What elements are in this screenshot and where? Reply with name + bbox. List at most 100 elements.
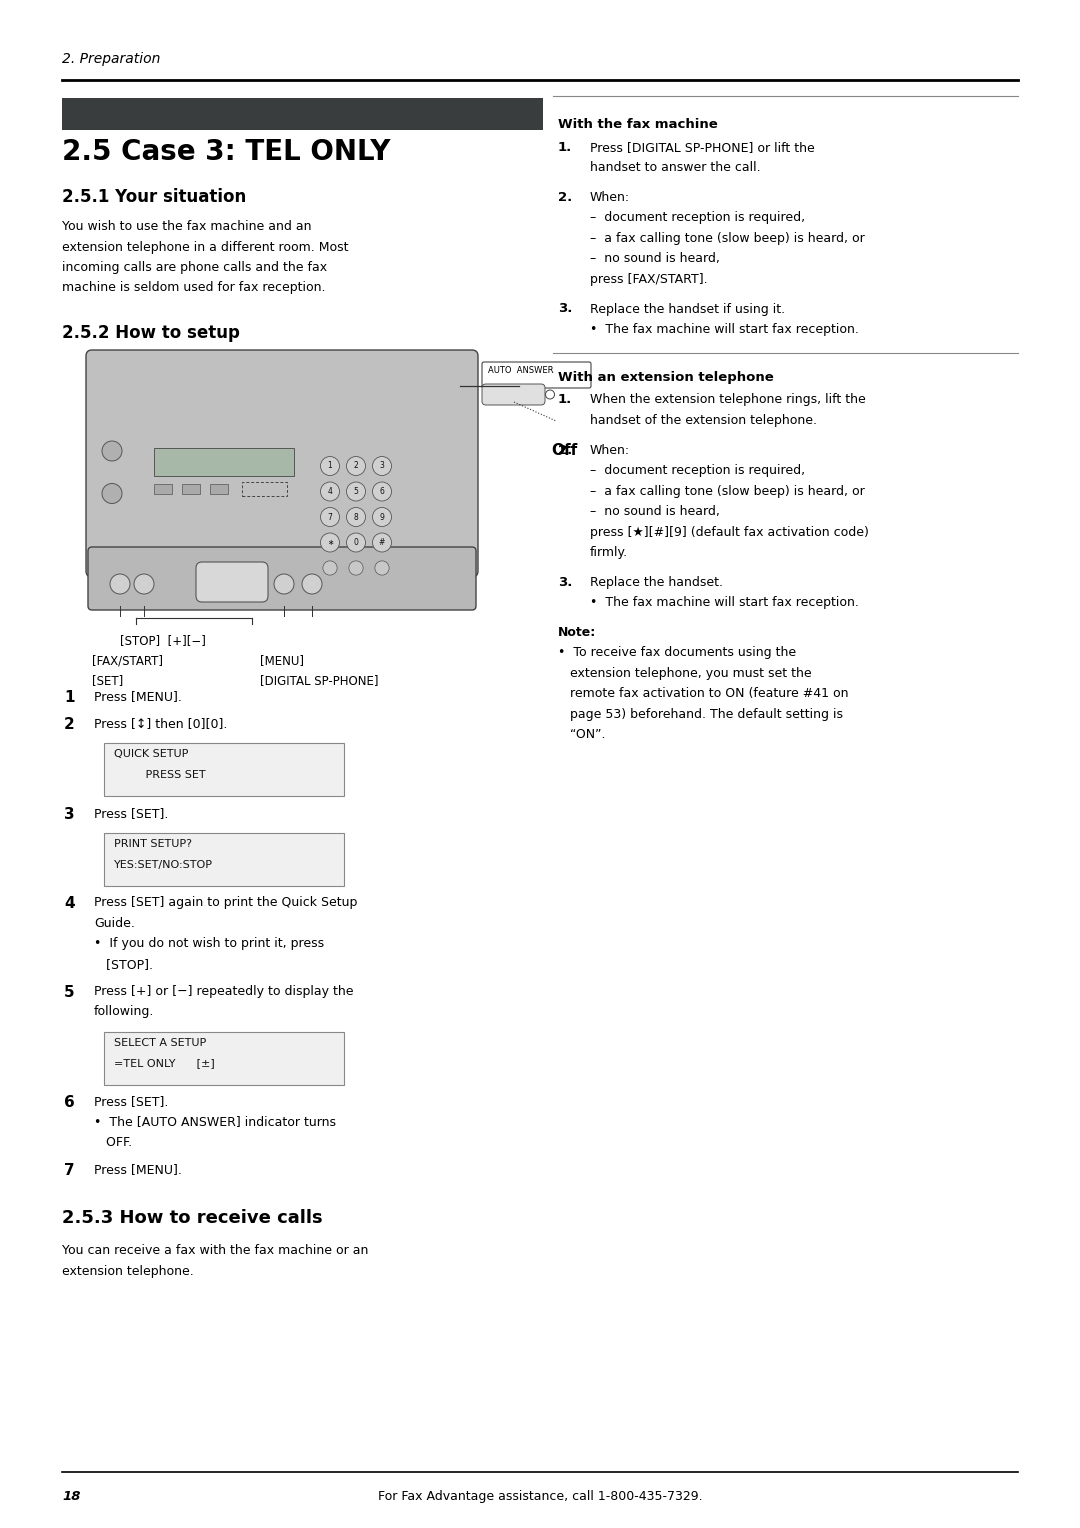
Text: #: # — [379, 538, 386, 547]
Text: machine is seldom used for fax reception.: machine is seldom used for fax reception… — [62, 281, 325, 295]
Text: 1: 1 — [327, 461, 333, 471]
Text: 2.5 Case 3: TEL ONLY: 2.5 Case 3: TEL ONLY — [62, 138, 391, 167]
Text: 2.5.3 How to receive calls: 2.5.3 How to receive calls — [62, 1209, 323, 1227]
Circle shape — [347, 457, 365, 475]
Text: extension telephone.: extension telephone. — [62, 1265, 193, 1277]
Bar — [104, 1031, 345, 1085]
Circle shape — [110, 575, 130, 594]
Circle shape — [102, 483, 122, 504]
Text: ∗: ∗ — [327, 538, 334, 547]
Text: When:: When: — [590, 443, 630, 457]
Text: Press [SET].: Press [SET]. — [94, 1096, 168, 1108]
Text: You wish to use the fax machine and an: You wish to use the fax machine and an — [62, 220, 311, 232]
Text: When the extension telephone rings, lift the: When the extension telephone rings, lift… — [590, 393, 866, 406]
Text: 18: 18 — [62, 1490, 81, 1504]
Circle shape — [321, 481, 339, 501]
Text: Press [MENU].: Press [MENU]. — [94, 691, 181, 703]
Bar — [242, 481, 287, 497]
Text: press [FAX/START].: press [FAX/START]. — [590, 274, 707, 286]
Text: 5: 5 — [64, 984, 75, 999]
Text: –  a fax calling tone (slow beep) is heard, or: – a fax calling tone (slow beep) is hear… — [590, 232, 865, 244]
Circle shape — [321, 507, 339, 527]
Text: PRINT SETUP?: PRINT SETUP? — [114, 839, 192, 850]
Text: firmly.: firmly. — [590, 545, 629, 559]
Text: 9: 9 — [379, 512, 384, 521]
Text: •  The fax machine will start fax reception.: • The fax machine will start fax recepti… — [590, 322, 859, 336]
Text: handset of the extension telephone.: handset of the extension telephone. — [590, 414, 816, 426]
Circle shape — [274, 575, 294, 594]
Text: •  The fax machine will start fax reception.: • The fax machine will start fax recepti… — [590, 596, 859, 610]
Text: 2. Preparation: 2. Preparation — [62, 52, 160, 66]
Bar — [104, 833, 345, 886]
Circle shape — [321, 533, 339, 552]
FancyBboxPatch shape — [86, 350, 478, 578]
Text: [DIGITAL SP-PHONE]: [DIGITAL SP-PHONE] — [260, 674, 378, 688]
Circle shape — [321, 457, 339, 475]
FancyBboxPatch shape — [482, 384, 545, 405]
Text: For Fax Advantage assistance, call 1-800-435-7329.: For Fax Advantage assistance, call 1-800… — [378, 1490, 702, 1504]
Text: PRESS SET: PRESS SET — [114, 770, 205, 779]
Circle shape — [347, 533, 365, 552]
Text: –  document reception is required,: – document reception is required, — [590, 465, 805, 477]
Text: 2.5.2 How to setup: 2.5.2 How to setup — [62, 324, 240, 342]
Text: press [★][#][9] (default fax activation code): press [★][#][9] (default fax activation … — [590, 526, 869, 538]
Text: [FAX/START]: [FAX/START] — [92, 654, 163, 668]
Text: 2: 2 — [64, 717, 75, 732]
Text: 2: 2 — [353, 461, 359, 471]
Text: 3.: 3. — [558, 576, 572, 588]
Text: Press [SET] again to print the Quick Setup: Press [SET] again to print the Quick Set… — [94, 897, 357, 909]
Circle shape — [302, 575, 322, 594]
Bar — [183, 484, 200, 494]
Text: SELECT A SETUP: SELECT A SETUP — [114, 1038, 206, 1048]
Text: extension telephone in a different room. Most: extension telephone in a different room.… — [62, 240, 349, 254]
Text: Replace the handset.: Replace the handset. — [590, 576, 723, 588]
Text: =TEL ONLY      [±]: =TEL ONLY [±] — [114, 1059, 215, 1068]
Text: Note:: Note: — [558, 626, 596, 639]
Text: 3.: 3. — [558, 303, 572, 315]
Text: 3: 3 — [379, 461, 384, 471]
Circle shape — [373, 481, 391, 501]
Text: AUTO  ANSWER: AUTO ANSWER — [488, 367, 554, 374]
Circle shape — [373, 533, 391, 552]
Bar — [154, 448, 294, 477]
Text: •  If you do not wish to print it, press: • If you do not wish to print it, press — [94, 938, 324, 950]
FancyBboxPatch shape — [482, 362, 591, 388]
Circle shape — [373, 507, 391, 527]
Text: 1.: 1. — [558, 393, 572, 406]
Text: •  The [AUTO ANSWER] indicator turns: • The [AUTO ANSWER] indicator turns — [94, 1115, 336, 1129]
Text: extension telephone, you must set the: extension telephone, you must set the — [558, 666, 812, 680]
Circle shape — [347, 481, 365, 501]
Text: handset to answer the call.: handset to answer the call. — [590, 160, 760, 174]
Text: 7: 7 — [327, 512, 333, 521]
Text: QUICK SETUP: QUICK SETUP — [114, 749, 188, 759]
Text: 7: 7 — [64, 1163, 75, 1178]
Text: •  To receive fax documents using the: • To receive fax documents using the — [558, 646, 796, 660]
Circle shape — [349, 561, 363, 575]
FancyBboxPatch shape — [195, 562, 268, 602]
Circle shape — [375, 561, 389, 575]
Text: 3: 3 — [64, 807, 75, 822]
Text: Press [MENU].: Press [MENU]. — [94, 1163, 181, 1175]
Text: following.: following. — [94, 1005, 154, 1018]
Text: –  no sound is heard,: – no sound is heard, — [590, 504, 720, 518]
Text: “ON”.: “ON”. — [558, 729, 606, 741]
Text: [MENU]: [MENU] — [260, 654, 303, 668]
Text: –  a fax calling tone (slow beep) is heard, or: – a fax calling tone (slow beep) is hear… — [590, 484, 865, 498]
Bar — [104, 743, 345, 796]
Text: [SET]: [SET] — [92, 674, 123, 688]
Bar — [154, 484, 172, 494]
Text: YES:SET/NO:STOP: YES:SET/NO:STOP — [114, 860, 213, 869]
FancyBboxPatch shape — [87, 547, 476, 610]
Text: remote fax activation to ON (feature #41 on: remote fax activation to ON (feature #41… — [558, 688, 849, 700]
Text: incoming calls are phone calls and the fax: incoming calls are phone calls and the f… — [62, 261, 327, 274]
Text: 8: 8 — [353, 512, 359, 521]
Text: When:: When: — [590, 191, 630, 203]
Circle shape — [323, 561, 337, 575]
Text: You can receive a fax with the fax machine or an: You can receive a fax with the fax machi… — [62, 1244, 368, 1258]
Bar — [210, 484, 228, 494]
Text: –  no sound is heard,: – no sound is heard, — [590, 252, 720, 266]
Text: 4: 4 — [64, 897, 75, 911]
Text: 6: 6 — [64, 1096, 75, 1109]
Text: Guide.: Guide. — [94, 917, 135, 931]
Text: Press [↕] then [0][0].: Press [↕] then [0][0]. — [94, 717, 228, 730]
